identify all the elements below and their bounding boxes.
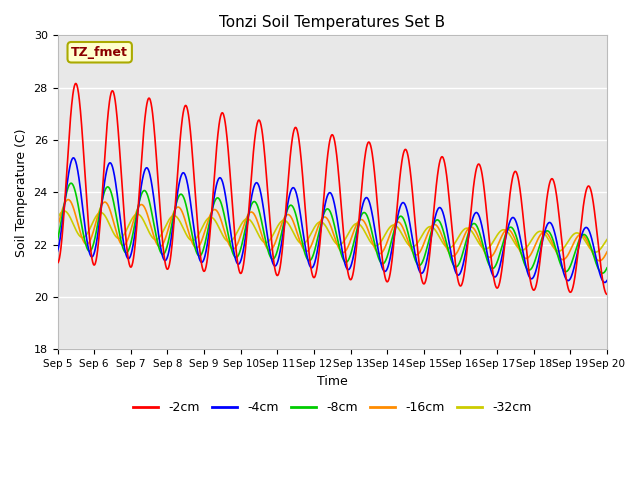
Legend: -2cm, -4cm, -8cm, -16cm, -32cm: -2cm, -4cm, -8cm, -16cm, -32cm (128, 396, 536, 420)
-2cm (490, 275, 497, 280)
-8cm (538, 235, 546, 241)
Y-axis label: Soil Temperature (C): Soil Temperature (C) (15, 128, 28, 257)
-8cm (418, 260, 426, 266)
-8cm (67, 180, 75, 186)
-32cm (490, 238, 497, 244)
-4cm (538, 240, 546, 246)
Title: Tonzi Soil Temperatures Set B: Tonzi Soil Temperatures Set B (220, 15, 445, 30)
-16cm (65, 197, 72, 203)
-32cm (592, 249, 600, 255)
-16cm (538, 230, 546, 236)
-2cm (54, 260, 61, 266)
Line: -16cm: -16cm (58, 200, 607, 261)
-4cm (54, 248, 61, 254)
-4cm (176, 177, 184, 182)
-32cm (418, 233, 426, 239)
-2cm (418, 277, 426, 283)
-32cm (538, 229, 546, 235)
-4cm (603, 277, 611, 283)
-2cm (72, 81, 80, 86)
Line: -32cm: -32cm (58, 211, 607, 252)
Line: -4cm: -4cm (58, 158, 607, 282)
-16cm (237, 229, 245, 235)
-8cm (598, 270, 606, 276)
-16cm (418, 246, 426, 252)
-2cm (237, 270, 245, 276)
-8cm (54, 237, 61, 242)
-32cm (163, 221, 171, 227)
-4cm (163, 256, 171, 262)
-16cm (596, 258, 604, 264)
-16cm (54, 224, 61, 230)
-32cm (237, 221, 245, 227)
-4cm (418, 270, 426, 276)
Line: -8cm: -8cm (58, 183, 607, 273)
-4cm (490, 274, 497, 279)
-8cm (603, 265, 611, 271)
-32cm (603, 237, 611, 242)
-8cm (163, 245, 171, 251)
-16cm (490, 251, 497, 257)
-8cm (237, 243, 245, 249)
-16cm (176, 205, 184, 211)
-32cm (176, 219, 184, 225)
-16cm (163, 231, 171, 237)
-2cm (538, 239, 546, 244)
-4cm (70, 155, 77, 161)
-8cm (176, 192, 184, 197)
-32cm (60, 208, 68, 214)
-2cm (603, 291, 611, 297)
-32cm (54, 216, 61, 221)
-16cm (603, 249, 611, 255)
-2cm (163, 266, 171, 272)
Text: TZ_fmet: TZ_fmet (71, 46, 128, 59)
-4cm (601, 279, 609, 285)
-4cm (237, 255, 245, 261)
-8cm (490, 265, 497, 271)
-2cm (176, 137, 184, 143)
Line: -2cm: -2cm (58, 84, 607, 294)
X-axis label: Time: Time (317, 374, 348, 387)
